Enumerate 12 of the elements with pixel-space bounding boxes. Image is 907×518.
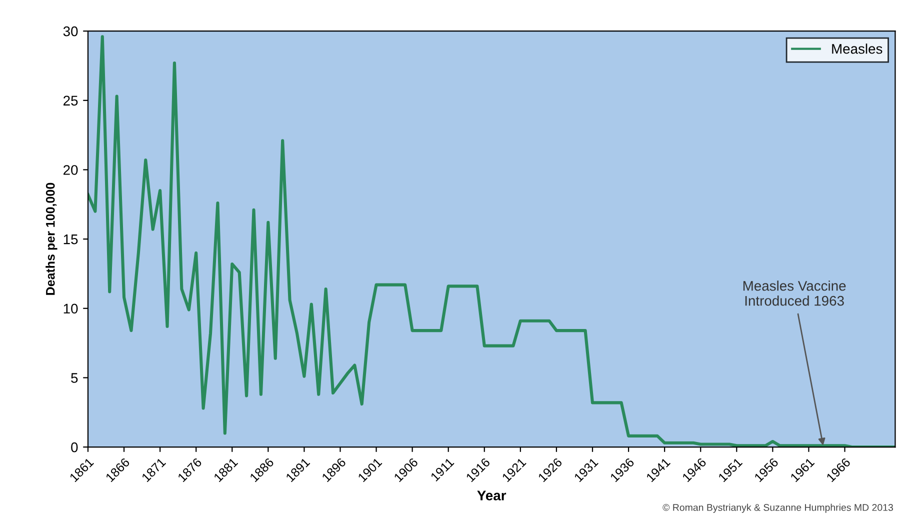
- legend-label: Measles: [832, 44, 882, 54]
- text: © Roman Bystrianyk & Suzanne Humphries MD 2013: [662, 504, 893, 513]
- x-axis-title: Year: [477, 490, 506, 500]
- y-tick-label: 25: [64, 96, 78, 106]
- y-tick-label: 0: [71, 442, 78, 452]
- y-tick-label: 10: [64, 304, 78, 314]
- y-tick-label: 15: [64, 234, 78, 244]
- y-tick-label: 30: [63, 26, 78, 36]
- y-axis-title: Deaths per 100,000: [46, 182, 58, 295]
- y-tick-label: 20: [64, 165, 78, 175]
- y-tick-label: 5: [71, 373, 78, 383]
- annotation: Measles Vaccine Introduced 1963: [743, 280, 846, 306]
